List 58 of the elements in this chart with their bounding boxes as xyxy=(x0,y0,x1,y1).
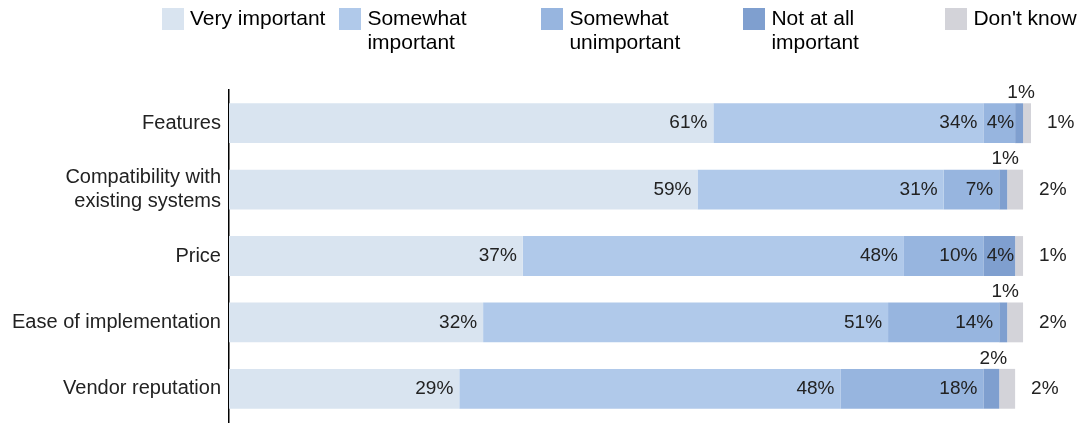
data-label: 59% xyxy=(653,177,692,199)
data-label: 51% xyxy=(844,310,883,332)
data-label: 1% xyxy=(1047,111,1075,133)
bar xyxy=(483,302,889,343)
bar xyxy=(229,236,523,276)
data-label: 14% xyxy=(955,310,994,332)
y-tick-label: Vendor reputation xyxy=(63,376,221,399)
bar xyxy=(229,169,698,210)
data-label: 2% xyxy=(1039,310,1067,332)
data-label: 2% xyxy=(1031,377,1059,399)
data-label: 48% xyxy=(859,244,899,266)
data-label: 61% xyxy=(669,111,708,133)
data-label: 1% xyxy=(991,280,1020,302)
bar xyxy=(229,368,460,409)
data-label: 48% xyxy=(796,377,835,399)
data-label: 1% xyxy=(1007,81,1035,103)
data-label: 4% xyxy=(986,244,1015,266)
bar xyxy=(840,368,984,409)
bar xyxy=(888,302,1000,343)
data-label: 32% xyxy=(439,310,478,332)
y-tick-label: Price xyxy=(175,243,221,266)
bar xyxy=(999,169,1008,210)
data-label: 1% xyxy=(1039,244,1067,266)
data-label: 29% xyxy=(415,377,454,399)
bar xyxy=(522,236,904,276)
legend-label: Not at all important xyxy=(771,6,860,54)
data-label: 31% xyxy=(899,177,938,199)
bar xyxy=(983,368,1000,409)
data-label: 18% xyxy=(939,377,978,399)
bar xyxy=(459,368,841,409)
data-label: 4% xyxy=(986,111,1015,133)
legend-label: Somewhat important xyxy=(367,6,468,54)
bar xyxy=(713,103,984,144)
bar xyxy=(1015,236,1024,276)
bar xyxy=(229,103,714,144)
y-tick-label: Compatibility with existing systems xyxy=(65,165,221,212)
data-label: 1% xyxy=(991,147,1020,169)
bar xyxy=(999,302,1008,343)
legend-label: Very important xyxy=(190,6,326,30)
y-tick-label: Features xyxy=(142,110,221,133)
bar xyxy=(1007,169,1024,210)
data-label: 2% xyxy=(979,346,1008,368)
bar xyxy=(697,169,944,210)
data-label: 37% xyxy=(478,244,517,266)
data-label: 2% xyxy=(1039,177,1067,199)
data-label: 10% xyxy=(939,244,978,266)
data-label: 7% xyxy=(965,177,994,199)
data-label: 34% xyxy=(939,111,978,133)
y-tick-label: Ease of implementation xyxy=(11,309,221,332)
bar xyxy=(229,302,484,343)
bar xyxy=(943,169,1000,210)
bar xyxy=(903,236,984,276)
bar xyxy=(999,368,1016,409)
legend-label: Somewhat unimportant xyxy=(569,6,682,54)
bar xyxy=(1007,302,1024,343)
bar xyxy=(1023,103,1031,144)
legend-label: Don't know xyxy=(973,6,1077,30)
bar xyxy=(1015,103,1024,144)
